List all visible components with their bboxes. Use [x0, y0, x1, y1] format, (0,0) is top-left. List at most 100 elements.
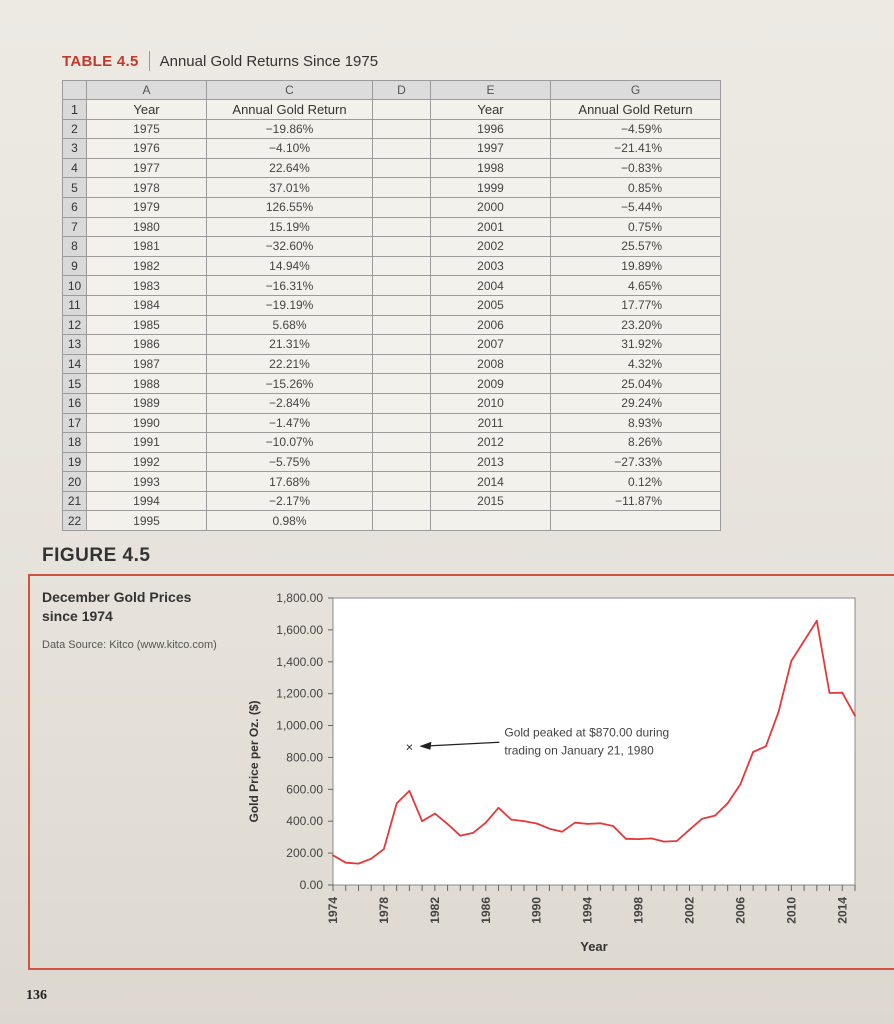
table-row: 20 1993 17.68% 2014 0.12%	[62, 471, 721, 492]
data-point	[777, 710, 780, 713]
x-tick-label: 1998	[632, 897, 646, 924]
data-point	[790, 660, 793, 662]
title-divider	[148, 51, 150, 71]
return-right: −11.87%	[550, 490, 721, 512]
table-row: 22 1995 0.98%	[62, 510, 721, 532]
year-left: 1976	[86, 138, 207, 159]
row-number: 7	[62, 216, 87, 238]
return-right: 25.04%	[550, 373, 721, 394]
x-tick-label: 1974	[326, 897, 340, 924]
return-left: 5.68%	[206, 314, 373, 336]
row-number: 10	[62, 275, 87, 296]
x-tick-label: 1986	[479, 897, 493, 924]
return-left: 15.19%	[206, 216, 373, 238]
data-point	[523, 820, 525, 822]
column-header-a: A	[86, 80, 207, 100]
empty-cell	[372, 490, 431, 512]
data-point	[739, 783, 742, 786]
empty-cell	[372, 353, 431, 375]
year-left: 1989	[86, 392, 207, 414]
data-point	[624, 837, 627, 840]
corner-cell	[62, 80, 87, 100]
data-point	[421, 820, 424, 823]
year-right: 2001	[430, 216, 551, 238]
return-right: 4.65%	[550, 275, 721, 296]
table-title: TABLE 4.5 Annual Gold Returns Since 1975	[62, 50, 378, 72]
x-tick-label: 2010	[784, 897, 798, 924]
row-number: 17	[62, 412, 87, 434]
annotation-text-line1: Gold peaked at $870.00 during	[504, 725, 669, 739]
data-point	[599, 822, 602, 825]
return-left: 22.64%	[206, 157, 373, 179]
year-header-left: Year	[86, 99, 207, 120]
year-right	[430, 510, 551, 532]
return-left: −19.19%	[206, 294, 373, 316]
row-number: 19	[62, 451, 87, 473]
data-point	[433, 812, 436, 815]
year-left: 1977	[86, 157, 207, 179]
row-number: 11	[62, 294, 87, 316]
table-row: 8 1981 −32.60% 2002 25.57%	[62, 236, 721, 257]
data-point	[510, 818, 513, 821]
annotation-arrow-line	[421, 741, 500, 747]
table-row: 13 1986 21.31% 2007 31.92%	[62, 334, 721, 355]
data-point	[574, 821, 576, 824]
peak-marker: ×	[406, 739, 414, 754]
year-left: 1985	[86, 314, 207, 336]
return-left: −5.75%	[206, 451, 373, 473]
year-right: 1996	[430, 118, 551, 140]
table-row: 6 1979 126.55% 2000 −5.44%	[62, 196, 721, 218]
table-row: 12 1985 5.68% 2006 23.20%	[62, 314, 721, 336]
data-point	[548, 827, 551, 830]
return-header-left: Annual Gold Return	[206, 99, 373, 120]
table-row: 17 1990 −1.47% 2011 8.93%	[62, 412, 721, 434]
table-row: 4 1977 22.64% 1998 −0.83%	[62, 157, 721, 179]
table-row: 19 1992 −5.75% 2013 −27.33%	[62, 451, 721, 473]
header-row: 1 Year Annual Gold Return Year Annual Go…	[62, 99, 721, 120]
row-number: 18	[62, 432, 87, 453]
row-number: 14	[62, 353, 87, 375]
column-header-c: C	[206, 80, 373, 100]
year-right: 2012	[430, 432, 551, 453]
return-right: 4.32%	[550, 353, 721, 375]
return-right: 17.77%	[550, 294, 721, 316]
table-row: 21 1994 −2.17% 2015 −11.87%	[62, 490, 721, 512]
year-left: 1980	[86, 216, 207, 238]
data-point	[675, 840, 678, 842]
column-header-e: E	[430, 80, 551, 100]
year-right: 2003	[430, 255, 551, 277]
column-header-row: A C D E G	[62, 80, 721, 100]
annotation-text-line2: trading on January 21, 1980	[504, 743, 654, 757]
return-right: −5.44%	[550, 196, 721, 218]
data-point	[828, 692, 831, 694]
figure-caption: December Gold Prices since 1974 Data Sou…	[42, 588, 222, 653]
empty-cell	[372, 138, 431, 159]
data-point	[395, 802, 398, 805]
gold-price-line	[332, 619, 856, 865]
year-right: 2005	[430, 294, 551, 316]
year-right: 1999	[430, 177, 551, 198]
data-point	[561, 830, 564, 833]
figure-caption-title: December Gold Prices since 1974	[42, 589, 192, 624]
data-point	[370, 857, 373, 860]
row-number: 15	[62, 373, 87, 394]
table-row: 10 1983 −16.31% 2004 4.65%	[62, 275, 721, 296]
table-row: 5 1978 37.01% 1999 0.85%	[62, 177, 721, 198]
y-tick-label: 200.00	[286, 846, 323, 860]
year-left: 1990	[86, 412, 207, 434]
return-right: 19.89%	[550, 255, 721, 277]
empty-cell	[372, 216, 431, 238]
y-tick-label: 400.00	[286, 814, 323, 828]
data-point	[459, 834, 462, 837]
row-number: 16	[62, 392, 87, 414]
y-tick-label: 1,200.00	[276, 687, 323, 701]
data-point	[803, 639, 805, 642]
annotation-arrowhead	[419, 741, 432, 750]
return-right: 31.92%	[550, 334, 721, 355]
table-caption: Annual Gold Returns Since 1975	[159, 52, 379, 70]
empty-cell	[372, 314, 431, 336]
row-number: 22	[62, 510, 87, 532]
x-tick-label: 2006	[733, 897, 747, 924]
table-row: 14 1987 22.21% 2008 4.32%	[62, 353, 721, 375]
return-right: −0.83%	[550, 157, 721, 179]
